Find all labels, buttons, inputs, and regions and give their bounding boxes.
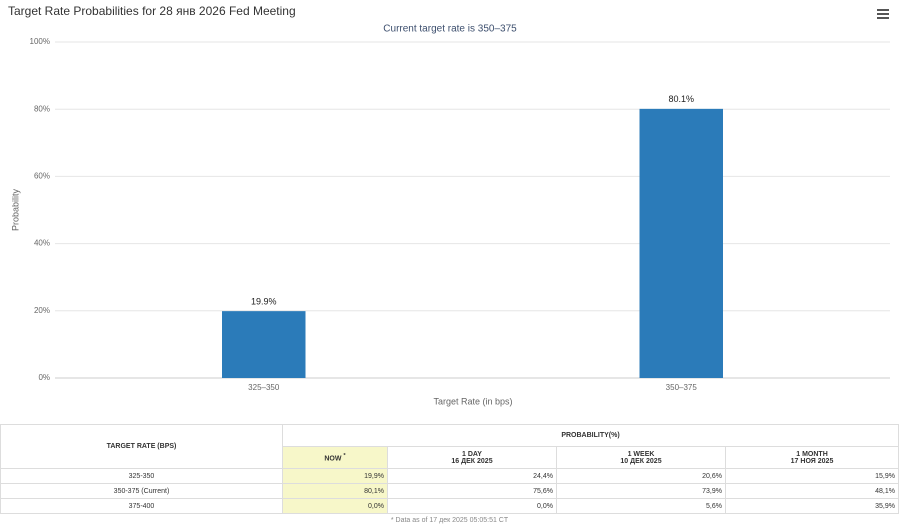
data-label: 80.1% (668, 94, 694, 104)
footnote: * Data as of 17 дек 2025 05:05:51 CT (390, 517, 509, 524)
table-cell: 19,9% (282, 468, 388, 484)
column-note: * (343, 452, 346, 459)
x-tick-label: 350–375 (666, 383, 698, 392)
column-header: NOW * (282, 446, 388, 469)
column-label: 1 MONTH (796, 450, 828, 458)
table-row: 375-400 0,0% 0,0% 5,6% 35,9% (0, 498, 899, 514)
column-label: 1 DAY (462, 450, 482, 458)
table-cell: 5,6% (556, 498, 726, 514)
chart: Target Rate Probabilities for 28 янв 202… (8, 4, 890, 406)
table-cell: 0,0% (282, 498, 388, 514)
column-label: NOW (324, 455, 342, 463)
table-cell: 75,6% (387, 483, 557, 499)
y-tick-label: 40% (34, 239, 50, 248)
table-cell: 0,0% (387, 498, 557, 514)
data-label: 19.9% (251, 297, 277, 307)
y-tick-label: 60% (34, 172, 50, 181)
column-header: 1 MONTH 17 НОЯ 2025 (725, 446, 899, 469)
column-label: 1 WEEK (627, 450, 655, 458)
table-cell: 73,9% (556, 483, 726, 499)
x-tick-label: 325–350 (248, 383, 280, 392)
y-tick-label: 20% (34, 306, 50, 315)
y-tick-label: 100% (30, 37, 50, 46)
x-axis-label: Target Rate (in bps) (433, 396, 512, 406)
probability-table: TARGET RATE (BPS) PROBABILITY(%) NOW * 1… (0, 424, 899, 527)
table-cell: 24,4% (387, 468, 557, 484)
column-header: 1 DAY 16 ДЕК 2025 (387, 446, 557, 469)
table-body: 325-350 19,9% 24,4% 20,6% 15,9% 350-375 (Curr… (0, 468, 899, 514)
table-cell: 375-400 (0, 498, 283, 514)
y-tick-label: 80% (34, 104, 50, 113)
table-cell: 350-375 (Current) (0, 483, 283, 499)
bar (639, 108, 723, 378)
y-tick-label: 0% (38, 373, 50, 382)
column-date: 10 ДЕК 2025 (620, 457, 662, 465)
table-cell: 80,1% (282, 483, 388, 499)
table-cell: 35,9% (725, 498, 899, 514)
chart-subtitle: Current target rate is 350–375 (383, 24, 517, 35)
y-axis-label: Probability (10, 188, 20, 231)
table-cell: 20,6% (556, 468, 726, 484)
table-row: 325-350 19,9% 24,4% 20,6% 15,9% (0, 468, 899, 484)
bar (222, 311, 306, 378)
table-cell: 48,1% (725, 483, 899, 499)
menu-button[interactable] (877, 9, 889, 19)
page-title: Target Rate Probabilities for 28 янв 202… (8, 4, 296, 18)
row-header: TARGET RATE (BPS) (0, 424, 283, 469)
group-header: PROBABILITY(%) (282, 424, 899, 447)
table-row: 350-375 (Current) 80,1% 75,6% 73,9% 48,1% (0, 483, 899, 499)
column-date: 16 ДЕК 2025 (451, 457, 493, 465)
table-cell: 15,9% (725, 468, 899, 484)
column-date: 17 НОЯ 2025 (790, 457, 834, 465)
table-cell: 325-350 (0, 468, 283, 484)
column-header: 1 WEEK 10 ДЕК 2025 (556, 446, 726, 469)
